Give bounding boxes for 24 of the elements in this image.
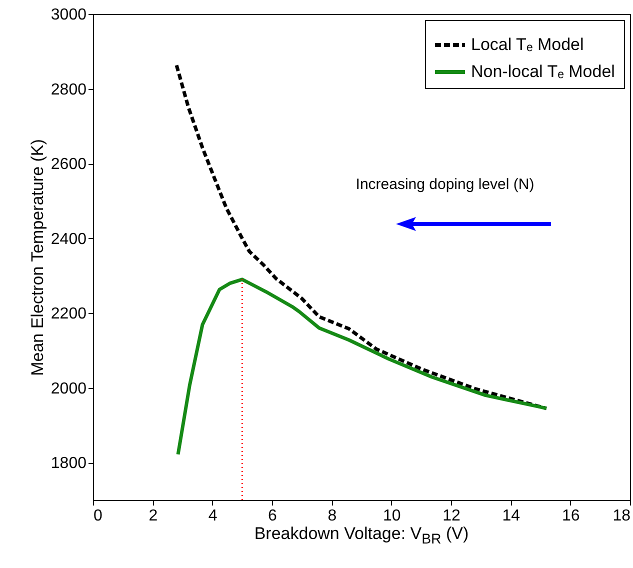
y-tick-label: 1800	[50, 455, 87, 472]
x-tick-label: 8	[328, 508, 337, 524]
line-series	[176, 278, 548, 456]
x-tick-label: 18	[612, 508, 631, 524]
x-tick-label: 10	[382, 508, 401, 524]
x-tick-label: 6	[268, 508, 278, 524]
y-tick-label: 2000	[50, 380, 87, 398]
x-tick-label: 16	[562, 508, 580, 524]
y-axis-title: Mean Electron Temperature (K)	[28, 139, 47, 376]
y-tick-label: 3000	[50, 6, 87, 24]
x-axis-title: Breakdown Voltage: V$_{BR}$ (V)	[253, 524, 470, 548]
x-tick-label: 0	[94, 508, 102, 524]
legend-label: Local Tₑ Model	[471, 35, 584, 54]
y-tick-label: 2200	[50, 306, 87, 323]
line-series	[174, 63, 548, 410]
x-tick-label: 4	[208, 508, 218, 524]
x-tick-label: 12	[442, 508, 460, 524]
y-tick-label: 2400	[50, 230, 87, 248]
x-tick-label: 2	[148, 508, 158, 524]
x-tick-label: 14	[502, 508, 520, 524]
y-tick-label: 2600	[50, 156, 87, 174]
legend-label: Non-local Tₑ Model	[471, 62, 615, 81]
annotation: Increasing doping level (N)	[354, 176, 536, 193]
y-tick-label: 2800	[50, 81, 87, 98]
